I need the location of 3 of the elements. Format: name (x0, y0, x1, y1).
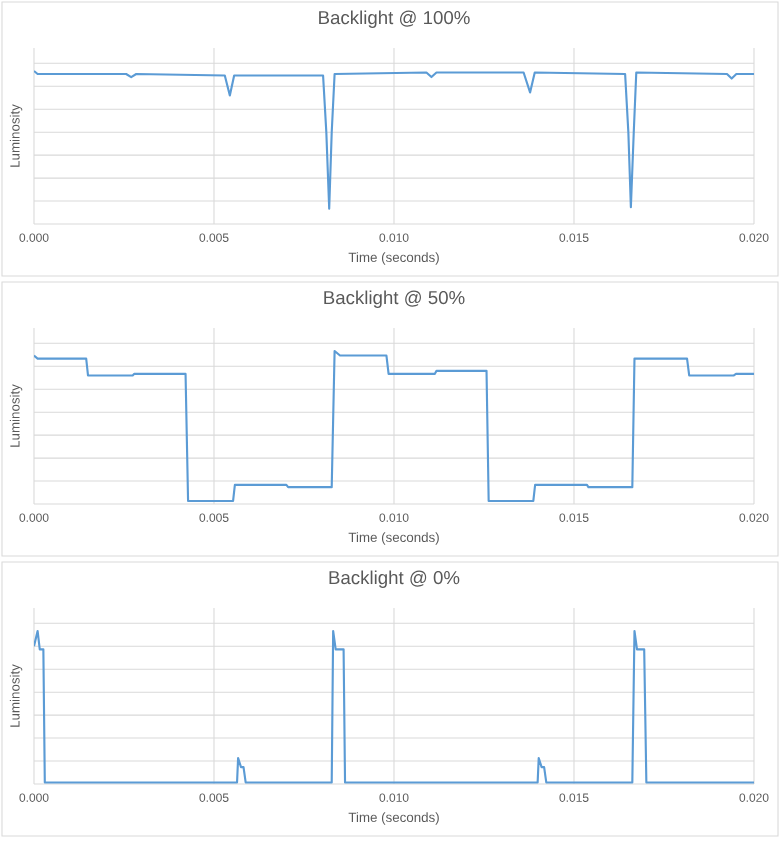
chart-title: Backlight @ 50% (324, 290, 465, 308)
chart-title: Backlight @ 100% (319, 10, 470, 28)
chart-title: Backlight @ 0% (329, 570, 460, 588)
